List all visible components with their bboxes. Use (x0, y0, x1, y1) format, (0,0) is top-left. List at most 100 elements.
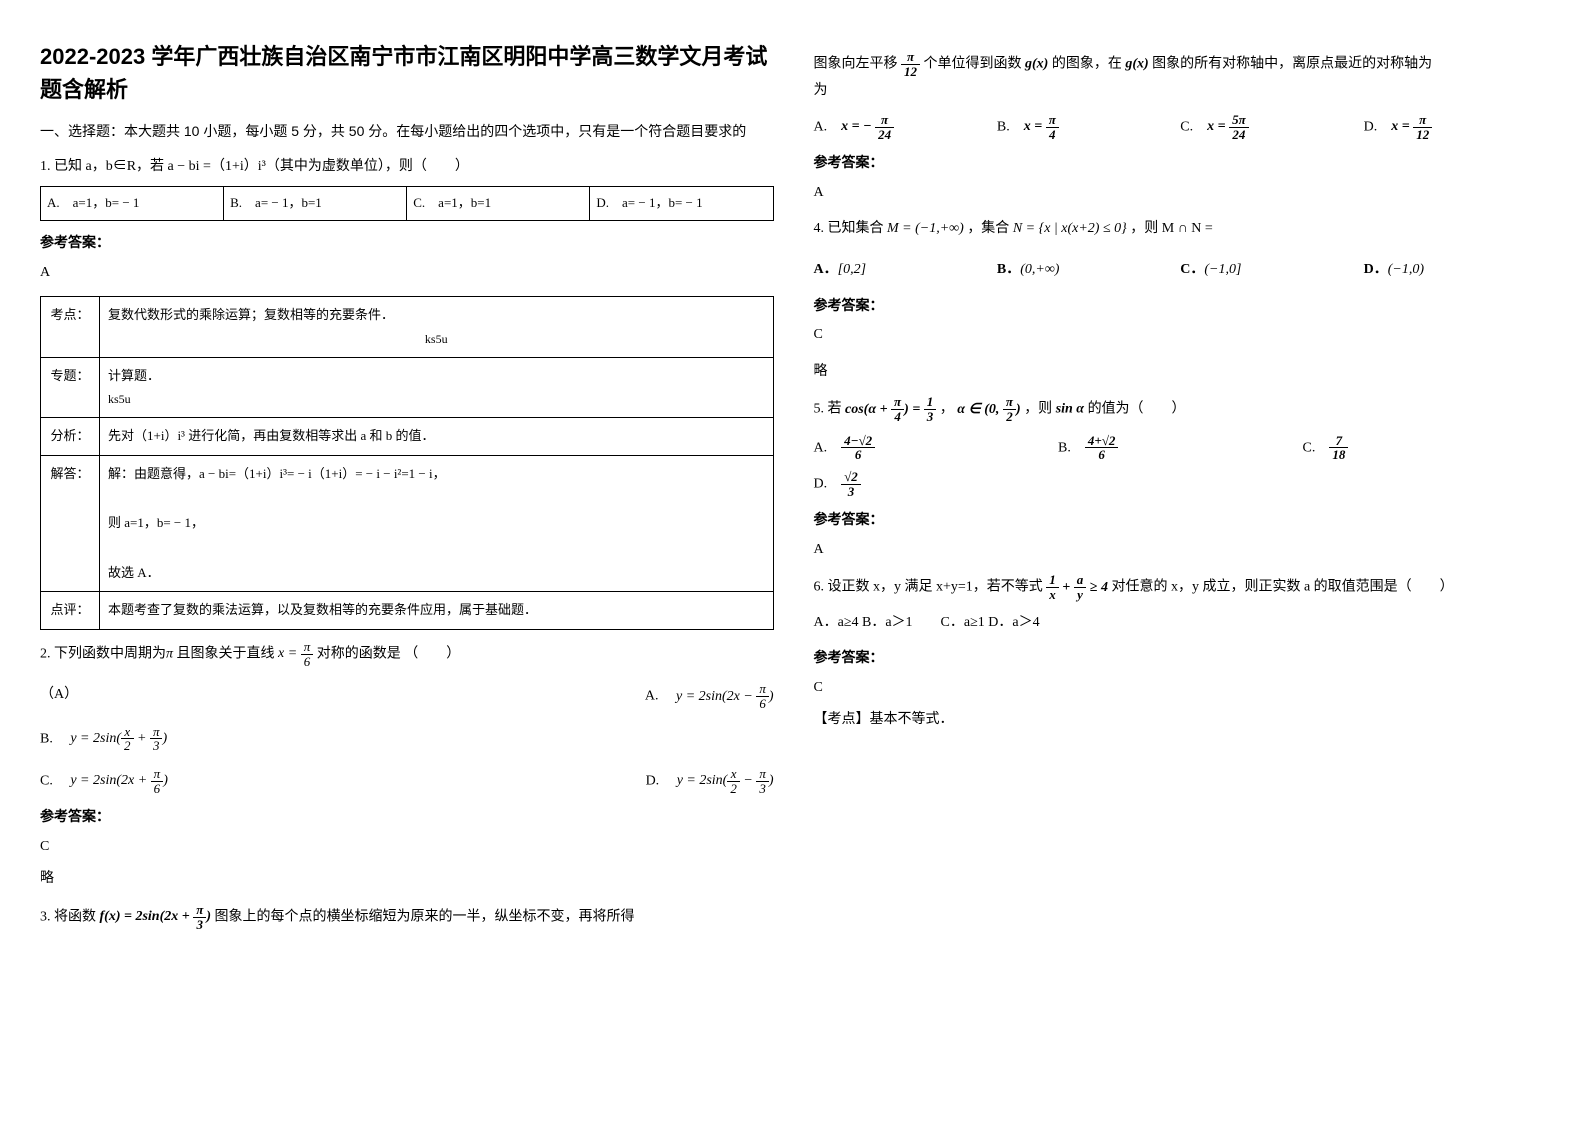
q5-opt-d-pre: D. (814, 476, 842, 491)
question-3-cont: 图象向左平移 π12 个单位得到函数 g(x) 的图象，在 g(x) 图象的所有… (814, 50, 1548, 206)
q5-opt-a-pre: A. (814, 440, 842, 455)
q2-opt-a: A. y = 2sin(2x − π6) (645, 682, 774, 710)
q2-opt-c-pre: C. (40, 773, 67, 788)
q4-opt-c-val: (−1,0] (1204, 262, 1241, 277)
q1-row-jieda-label: 解答： (41, 455, 100, 591)
q1-stem: 1. 已知 a，b∈R，若 a − bi =（1+i）i³（其中为虚数单位），则… (40, 154, 774, 181)
left-column: 2022-2023 学年广西壮族自治区南宁市市江南区明阳中学高三数学文月考试题含… (40, 40, 774, 941)
question-5: 5. 若 cos(α + π4) = 13 ， α ∈ (0, π2) ，则 s… (814, 395, 1548, 563)
q3-opt-d-pre: D. (1364, 119, 1392, 134)
page-root: 2022-2023 学年广西壮族自治区南宁市市江南区明阳中学高三数学文月考试题含… (40, 40, 1547, 941)
q5-answer-label: 参考答案： (814, 506, 1548, 533)
q2-note: 略 (40, 866, 774, 893)
q3-stem-b: 图象上的每个点的横坐标缩短为原来的一半，纵坐标不变，再将所得 (215, 909, 635, 924)
q1-row-fenxi: 先对（1+i）i³ 进行化简，再由复数相等求出 a 和 b 的值． (100, 418, 774, 456)
q6-note: 【考点】基本不等式． (814, 707, 1548, 734)
q4-opt-b: B．(0,+∞) (997, 257, 1180, 284)
q1-row-fenxi-label: 分析： (41, 418, 100, 456)
question-4: 4. 已知集合 M = (−1,+∞) ，集合 N = {x | x(x+2) … (814, 216, 1548, 385)
q3-cont-a: 图象向左平移 (814, 56, 902, 71)
q1-zhuanti-text: 计算题． (108, 368, 160, 383)
q4-stem-b: ，集合 (967, 221, 1013, 236)
q5-opt-c-pre: C. (1303, 440, 1330, 455)
q5-opt-d: D. √23 (814, 470, 1548, 498)
q1-row-jieda: 解：由题意得，a − bi=（1+i）i³= − i（1+i）= − i − i… (100, 455, 774, 591)
q6-options: A．a≥4 B．a＞1 C．a≥1 D．a＞4 (814, 610, 1548, 637)
q4-answer: C (814, 322, 1548, 349)
q4-opt-b-val: (0,+∞) (1020, 262, 1059, 277)
q5-options-row1: A. 4−√26 B. 4+√26 C. 718 (814, 434, 1548, 462)
q1-row-dianping: 本题考查了复数的乘法运算，以及复数相等的充要条件应用，属于基础题． (100, 592, 774, 630)
q3-cont-c: 的图象，在 (1052, 56, 1126, 71)
question-6: 6. 设正数 x，y 满足 x+y=1，若不等式 1x + ay ≥ 4 对任意… (814, 573, 1548, 734)
q5-opt-b-pre: B. (1058, 440, 1085, 455)
q2-answer-label: 参考答案： (40, 803, 774, 830)
q4-opt-d: D．(−1,0) (1364, 257, 1547, 284)
q1-analysis-table: 考点： 复数代数形式的乘除运算；复数相等的充要条件． ks5u 专题： 计算题．… (40, 296, 774, 630)
q3-cont-d: 图象的所有对称轴中，离原点最近的对称轴为 (1152, 56, 1432, 71)
q4-opt-a: A．[0,2] (814, 257, 997, 284)
q3-answer: A (814, 180, 1548, 207)
q4-opt-c: C．(−1,0] (1180, 257, 1363, 284)
q2-opt-d: D. y = 2sin(x2 − π3) (646, 767, 774, 795)
doc-title: 2022-2023 学年广西壮族自治区南宁市市江南区明阳中学高三数学文月考试题含… (40, 40, 774, 106)
q1-row-zhuanti-label: 专题： (41, 357, 100, 417)
q5-stem-b: ， (940, 402, 954, 417)
q5-answer: A (814, 537, 1548, 564)
q3-opt-a-pre: A. (814, 119, 842, 134)
question-2: 2. 下列函数中周期为π 且图象关于直线 x = π6 对称的函数是 （ ） （… (40, 640, 774, 893)
q1-opt-b: B. a= − 1，b=1 (224, 187, 407, 221)
q1-row-kaodian: 复数代数形式的乘除运算；复数相等的充要条件． ks5u (100, 297, 774, 357)
q4-opt-a-val: [0,2] (838, 262, 866, 277)
q1-row-dianping-label: 点评： (41, 592, 100, 630)
q3-stem-a: 3. 将函数 (40, 909, 100, 924)
q1-row-kaodian-label: 考点： (41, 297, 100, 357)
q3-opt-a: A. x = − π24 (814, 113, 997, 141)
q1-answer: A (40, 260, 774, 287)
q2-opt-b-pre: B. (40, 731, 67, 746)
q3-opt-d: D. x = π12 (1364, 113, 1547, 141)
q4-opt-a-pre: A． (814, 262, 838, 277)
q3-opt-c: C. x = 5π24 (1180, 113, 1363, 141)
q6-stem-a: 6. 设正数 x，y 满足 x+y=1，若不等式 (814, 580, 1047, 595)
q6-answer: C (814, 675, 1548, 702)
q5-opt-a: A. 4−√26 (814, 434, 1059, 462)
q5-opt-c: C. 718 (1303, 434, 1548, 462)
q3-opt-b-pre: B. (997, 119, 1024, 134)
q1-opt-d: D. a= − 1，b= − 1 (590, 187, 773, 221)
q3-cont-e: 为 (814, 78, 1548, 105)
q3-cont-b: 个单位得到函数 (924, 56, 1026, 71)
q1-zhuanti-tag: ks5u (108, 388, 765, 411)
q2-opt-a-left: （A） (40, 682, 78, 710)
q1-options-table: A. a=1，b= − 1 B. a= − 1，b=1 C. a=1，b=1 D… (40, 186, 774, 221)
q5-stem-a: 5. 若 (814, 402, 846, 417)
q1-row-zhuanti: 计算题． ks5u (100, 357, 774, 417)
q1-kaodian-text: 复数代数形式的乘除运算；复数相等的充要条件． (108, 307, 394, 322)
q4-options: A．[0,2] B．(0,+∞) C．(−1,0] D．(−1,0) (814, 257, 1548, 284)
q1-answer-label: 参考答案： (40, 229, 774, 256)
q2-stem-a: 2. 下列函数中周期为 (40, 646, 166, 661)
q5-stem-c: ，则 (1024, 402, 1056, 417)
q4-opt-b-pre: B． (997, 262, 1020, 277)
q4-note: 略 (814, 359, 1548, 386)
q2-opt-c: C. y = 2sin(2x + π6) (40, 767, 168, 795)
question-1: 1. 已知 a，b∈R，若 a − bi =（1+i）i³（其中为虚数单位），则… (40, 154, 774, 630)
q5-stem-d: 的值为（ ） (1088, 402, 1186, 417)
q1-opt-a: A. a=1，b= − 1 (41, 187, 224, 221)
q3-answer-label: 参考答案： (814, 149, 1548, 176)
q1-kaodian-tag: ks5u (108, 328, 765, 351)
q4-opt-d-val: (−1,0) (1388, 262, 1424, 277)
q4-opt-c-pre: C． (1180, 262, 1204, 277)
section-1-heading: 一、选择题：本大题共 10 小题，每小题 5 分，共 50 分。在每小题给出的四… (40, 120, 774, 144)
q4-stem-a: 4. 已知集合 (814, 221, 888, 236)
q3-opt-c-pre: C. (1180, 119, 1207, 134)
q3-opt-b: B. x = π4 (997, 113, 1180, 141)
q2-opt-b: B. y = 2sin(x2 + π3) (40, 725, 774, 753)
question-3-start: 3. 将函数 f(x) = 2sin(2x + π3) 图象上的每个点的横坐标缩… (40, 903, 774, 931)
q6-answer-label: 参考答案： (814, 644, 1548, 671)
q3-options: A. x = − π24 B. x = π4 C. x = 5π24 D. x … (814, 113, 1548, 141)
q4-opt-d-pre: D． (1364, 262, 1388, 277)
q1-opt-c: C. a=1，b=1 (407, 187, 590, 221)
q2-answer: C (40, 834, 774, 861)
right-column: 图象向左平移 π12 个单位得到函数 g(x) 的图象，在 g(x) 图象的所有… (814, 40, 1548, 941)
